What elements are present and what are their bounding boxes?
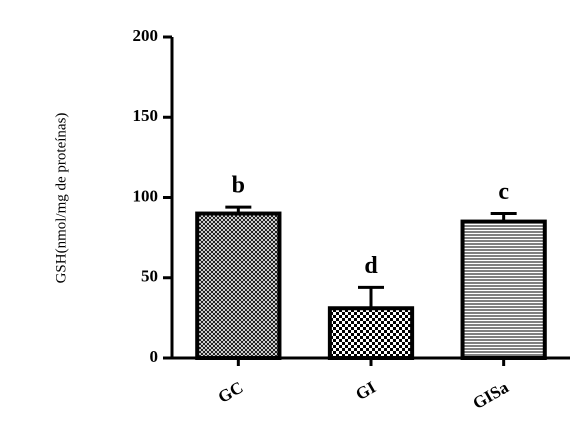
annotation: c	[498, 179, 509, 205]
bar	[327, 306, 415, 360]
y-tick-label: 200	[133, 26, 159, 45]
y-tick-label: 100	[133, 186, 159, 205]
y-axis-label: GSH(nmol/mg de proteínas)	[53, 113, 69, 284]
bar	[460, 219, 547, 360]
annotation: b	[232, 173, 245, 199]
y-tick-label: 50	[141, 267, 158, 286]
bar	[195, 211, 282, 360]
x-tick-label: GISa	[469, 377, 512, 413]
x-tick-label: GC	[215, 378, 247, 407]
x-tick-label: GI	[352, 377, 379, 404]
annotation: d	[364, 253, 378, 279]
y-tick-label: 0	[150, 347, 159, 366]
y-tick-label: 150	[133, 106, 159, 125]
